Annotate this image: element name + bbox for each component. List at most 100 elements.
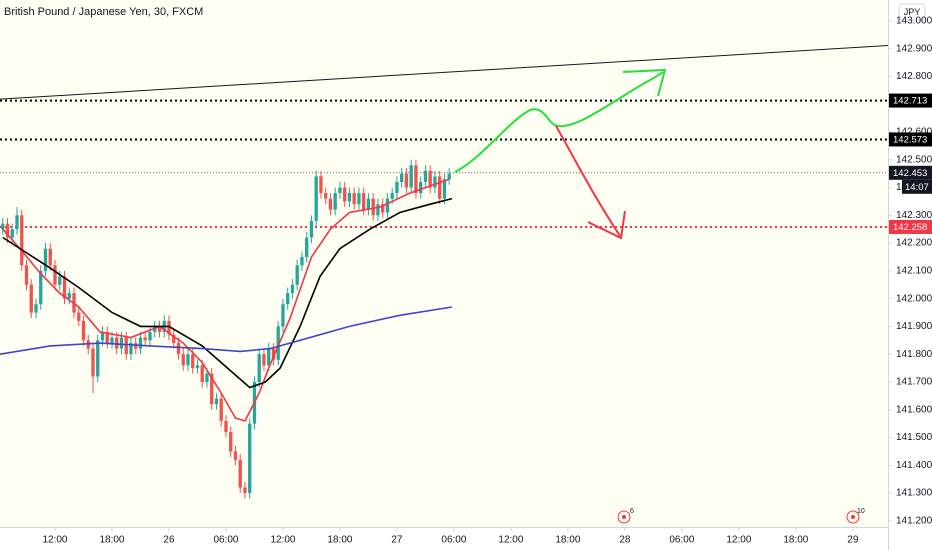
candle-body xyxy=(20,215,24,266)
candle-body xyxy=(366,198,371,210)
event-count[interactable]: 10 xyxy=(857,508,865,515)
candle-body xyxy=(105,331,109,344)
candle-body xyxy=(115,337,119,349)
candle-body xyxy=(129,343,133,355)
x-tick-label: 12:00 xyxy=(42,535,67,546)
candle-body xyxy=(414,165,418,194)
event-icon[interactable] xyxy=(846,510,860,524)
candle-body xyxy=(34,304,38,313)
price-level-label: 142.258 xyxy=(893,222,927,233)
candle-body xyxy=(119,337,124,349)
candle-body xyxy=(43,248,48,271)
candle-body xyxy=(81,320,86,341)
currency-label[interactable]: JPY xyxy=(904,7,921,17)
candle-body xyxy=(224,420,228,432)
y-tick-label: 141.200 xyxy=(896,516,932,527)
candle-body xyxy=(276,326,280,360)
candle-body xyxy=(257,354,261,382)
candle-body xyxy=(295,265,299,285)
candle-body xyxy=(347,193,352,202)
candle-body xyxy=(67,293,71,299)
candle-body xyxy=(214,398,219,405)
x-tick-label: 06:00 xyxy=(213,535,238,546)
price-level-label: 142.453 xyxy=(893,168,927,179)
candle-body xyxy=(200,365,204,382)
candle-body xyxy=(248,423,252,494)
candle-body xyxy=(381,204,385,213)
candle-body xyxy=(262,354,266,366)
candle-body xyxy=(433,176,437,188)
candle-body xyxy=(371,198,375,216)
candle-body xyxy=(58,276,62,285)
candle-body xyxy=(176,343,181,355)
x-tick-label: 26 xyxy=(163,535,175,546)
candle-body xyxy=(110,337,114,344)
x-tick-label: 18:00 xyxy=(783,535,808,546)
candle-body xyxy=(219,398,223,421)
candle-body xyxy=(281,304,285,327)
x-tick-label: 06:00 xyxy=(669,535,694,546)
candle-body xyxy=(157,326,162,332)
candle-body xyxy=(148,331,152,341)
y-tick-label: 142.200 xyxy=(896,238,932,249)
candle-body xyxy=(428,170,432,188)
candle-body xyxy=(39,270,43,305)
x-tick-label: 18:00 xyxy=(99,535,124,546)
candle-body xyxy=(338,187,342,194)
x-tick-label: 18:00 xyxy=(327,535,352,546)
candle-body xyxy=(124,337,128,355)
candle-body xyxy=(172,334,176,344)
candle-body xyxy=(167,320,171,335)
moving-average xyxy=(2,197,453,389)
candle-body xyxy=(385,198,390,213)
candle-body xyxy=(286,293,290,305)
candle-body xyxy=(229,431,233,452)
y-tick-label: 141.300 xyxy=(896,488,932,499)
candle-body xyxy=(395,181,399,194)
candle-body xyxy=(195,365,200,369)
countdown-label: 14:07 xyxy=(905,182,929,193)
red-arrow xyxy=(555,125,621,237)
x-tick-label: 12:00 xyxy=(498,535,523,546)
event-icon[interactable] xyxy=(617,510,631,524)
candle-body xyxy=(438,176,442,199)
y-tick-label: 142.000 xyxy=(896,293,932,304)
candle-body xyxy=(186,354,190,366)
candle-body xyxy=(390,193,394,199)
candle-body xyxy=(343,187,347,202)
moving-average xyxy=(0,306,453,355)
x-tick-label: 29 xyxy=(847,535,859,546)
candle-body xyxy=(153,326,157,332)
event-count[interactable]: 6 xyxy=(630,508,634,515)
candle-body xyxy=(100,331,105,341)
x-tick-label: 06:00 xyxy=(441,535,466,546)
candle-body xyxy=(309,220,314,238)
y-tick-label: 142.600 xyxy=(896,127,932,138)
y-tick-label: 143.000 xyxy=(896,15,932,26)
candle-body xyxy=(29,284,33,313)
event-icon-dot[interactable] xyxy=(622,515,626,519)
candle-body xyxy=(24,265,29,285)
x-tick-label: 12:00 xyxy=(726,535,751,546)
plot-background xyxy=(0,0,888,527)
candle-body xyxy=(352,193,356,205)
x-tick-label: 27 xyxy=(391,535,403,546)
candle-body xyxy=(53,265,57,285)
countdown-box xyxy=(902,179,932,194)
candle-body xyxy=(191,354,195,369)
y-tick-label: 142.900 xyxy=(896,43,932,54)
price-level-label: 142.713 xyxy=(893,96,927,107)
candle-body xyxy=(181,354,185,366)
candle-body xyxy=(423,170,428,182)
y-tick-label: 142.500 xyxy=(896,154,932,165)
candle-body xyxy=(319,176,323,194)
candle-body xyxy=(447,173,451,180)
event-icon-dot[interactable] xyxy=(851,515,855,519)
candle-body xyxy=(10,229,14,238)
y-tick-label: 141.800 xyxy=(896,349,932,360)
candle-body xyxy=(328,198,333,210)
currency-button[interactable] xyxy=(898,3,926,21)
candle-body xyxy=(96,340,100,377)
candle-body xyxy=(267,348,271,366)
